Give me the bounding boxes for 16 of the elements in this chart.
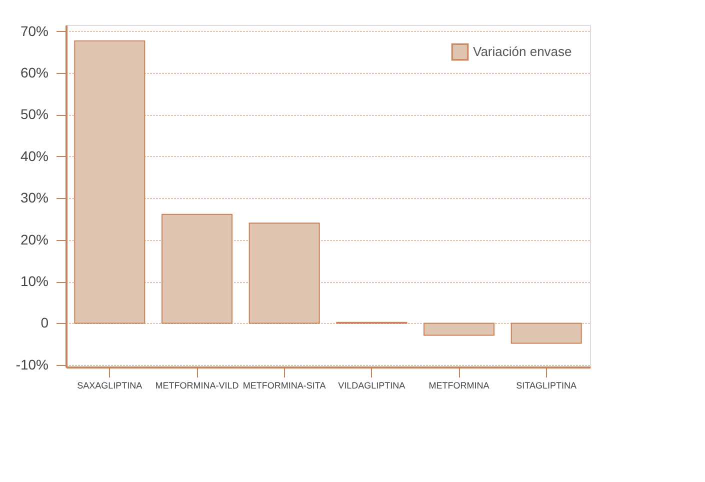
y-tick-label: 0 [40,314,49,331]
x-tick-label: METFORMINA-SITA [242,380,326,390]
x-tick-label: VILDAGLIPTINA [338,380,406,390]
y-tick-label: 50% [20,106,48,122]
x-tick-label: SITAGLIPTINA [516,380,577,390]
y-tick-label: 30% [20,190,48,206]
y-tick-label: 70% [20,22,48,39]
x-tick-label: METFORMINA [428,380,490,390]
y-tick-label: 60% [20,64,48,80]
y-tick-label: -10% [16,356,48,372]
y-tick-label: 10% [20,273,48,289]
x-tick-label: SAXAGLIPTINA [77,380,142,390]
legend-label: Variación envase [473,44,572,59]
y-tick-label: 40% [20,148,48,164]
y-tick-label: 20% [20,231,48,248]
x-tick-label: METFORMINA-VILD [155,380,240,390]
